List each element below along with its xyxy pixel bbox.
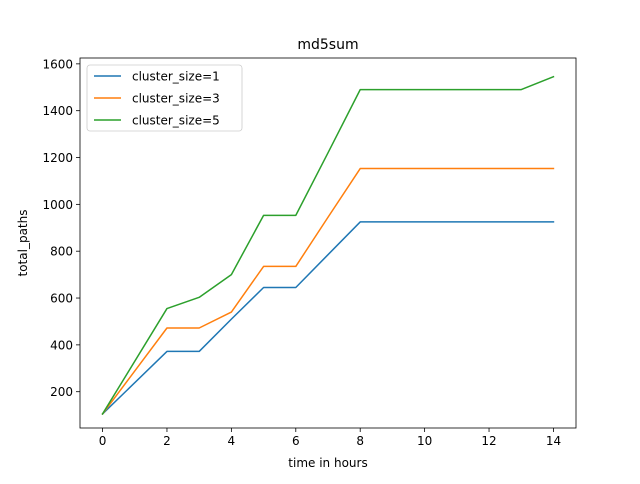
legend-box	[86, 64, 243, 132]
series-line-1	[101, 221, 555, 416]
x-axis-ticks: 0 2 4 6 8 10 12 14	[99, 428, 561, 448]
legend-label-1: cluster_size=1	[132, 70, 220, 84]
x-tick-label: 6	[292, 434, 300, 448]
series-lines	[101, 75, 555, 416]
y-axis-label: total_paths	[16, 210, 30, 277]
x-tick-label: 8	[356, 434, 364, 448]
series-line-3	[101, 75, 555, 415]
x-axis-label: time in hours	[288, 456, 367, 470]
axes-frame	[79, 57, 577, 429]
x-tick-label: 2	[163, 434, 171, 448]
chart-title: md5sum	[297, 37, 358, 53]
y-tick-label: 1400	[42, 104, 73, 118]
y-tick-label: 1600	[42, 57, 73, 71]
x-tick-label: 4	[228, 434, 236, 448]
x-tick-label: 12	[481, 434, 496, 448]
y-tick-label: 600	[50, 292, 73, 306]
series-line-2	[101, 167, 555, 415]
legend: cluster_size=1 cluster_size=3 cluster_size…	[86, 64, 243, 132]
legend-label-2: cluster_size=3	[132, 92, 220, 106]
y-axis-ticks: 200 400 600 800 1000 1200 1400 1600	[42, 57, 80, 399]
y-tick-label: 200	[50, 385, 73, 399]
x-tick-label: 0	[99, 434, 107, 448]
y-tick-label: 400	[50, 338, 73, 352]
y-tick-label: 1200	[42, 151, 73, 165]
y-tick-label: 800	[50, 245, 73, 259]
x-tick-label: 14	[546, 434, 561, 448]
x-tick-label: 10	[417, 434, 432, 448]
legend-label-3: cluster_size=5	[132, 114, 220, 128]
y-tick-label: 1000	[42, 198, 73, 212]
